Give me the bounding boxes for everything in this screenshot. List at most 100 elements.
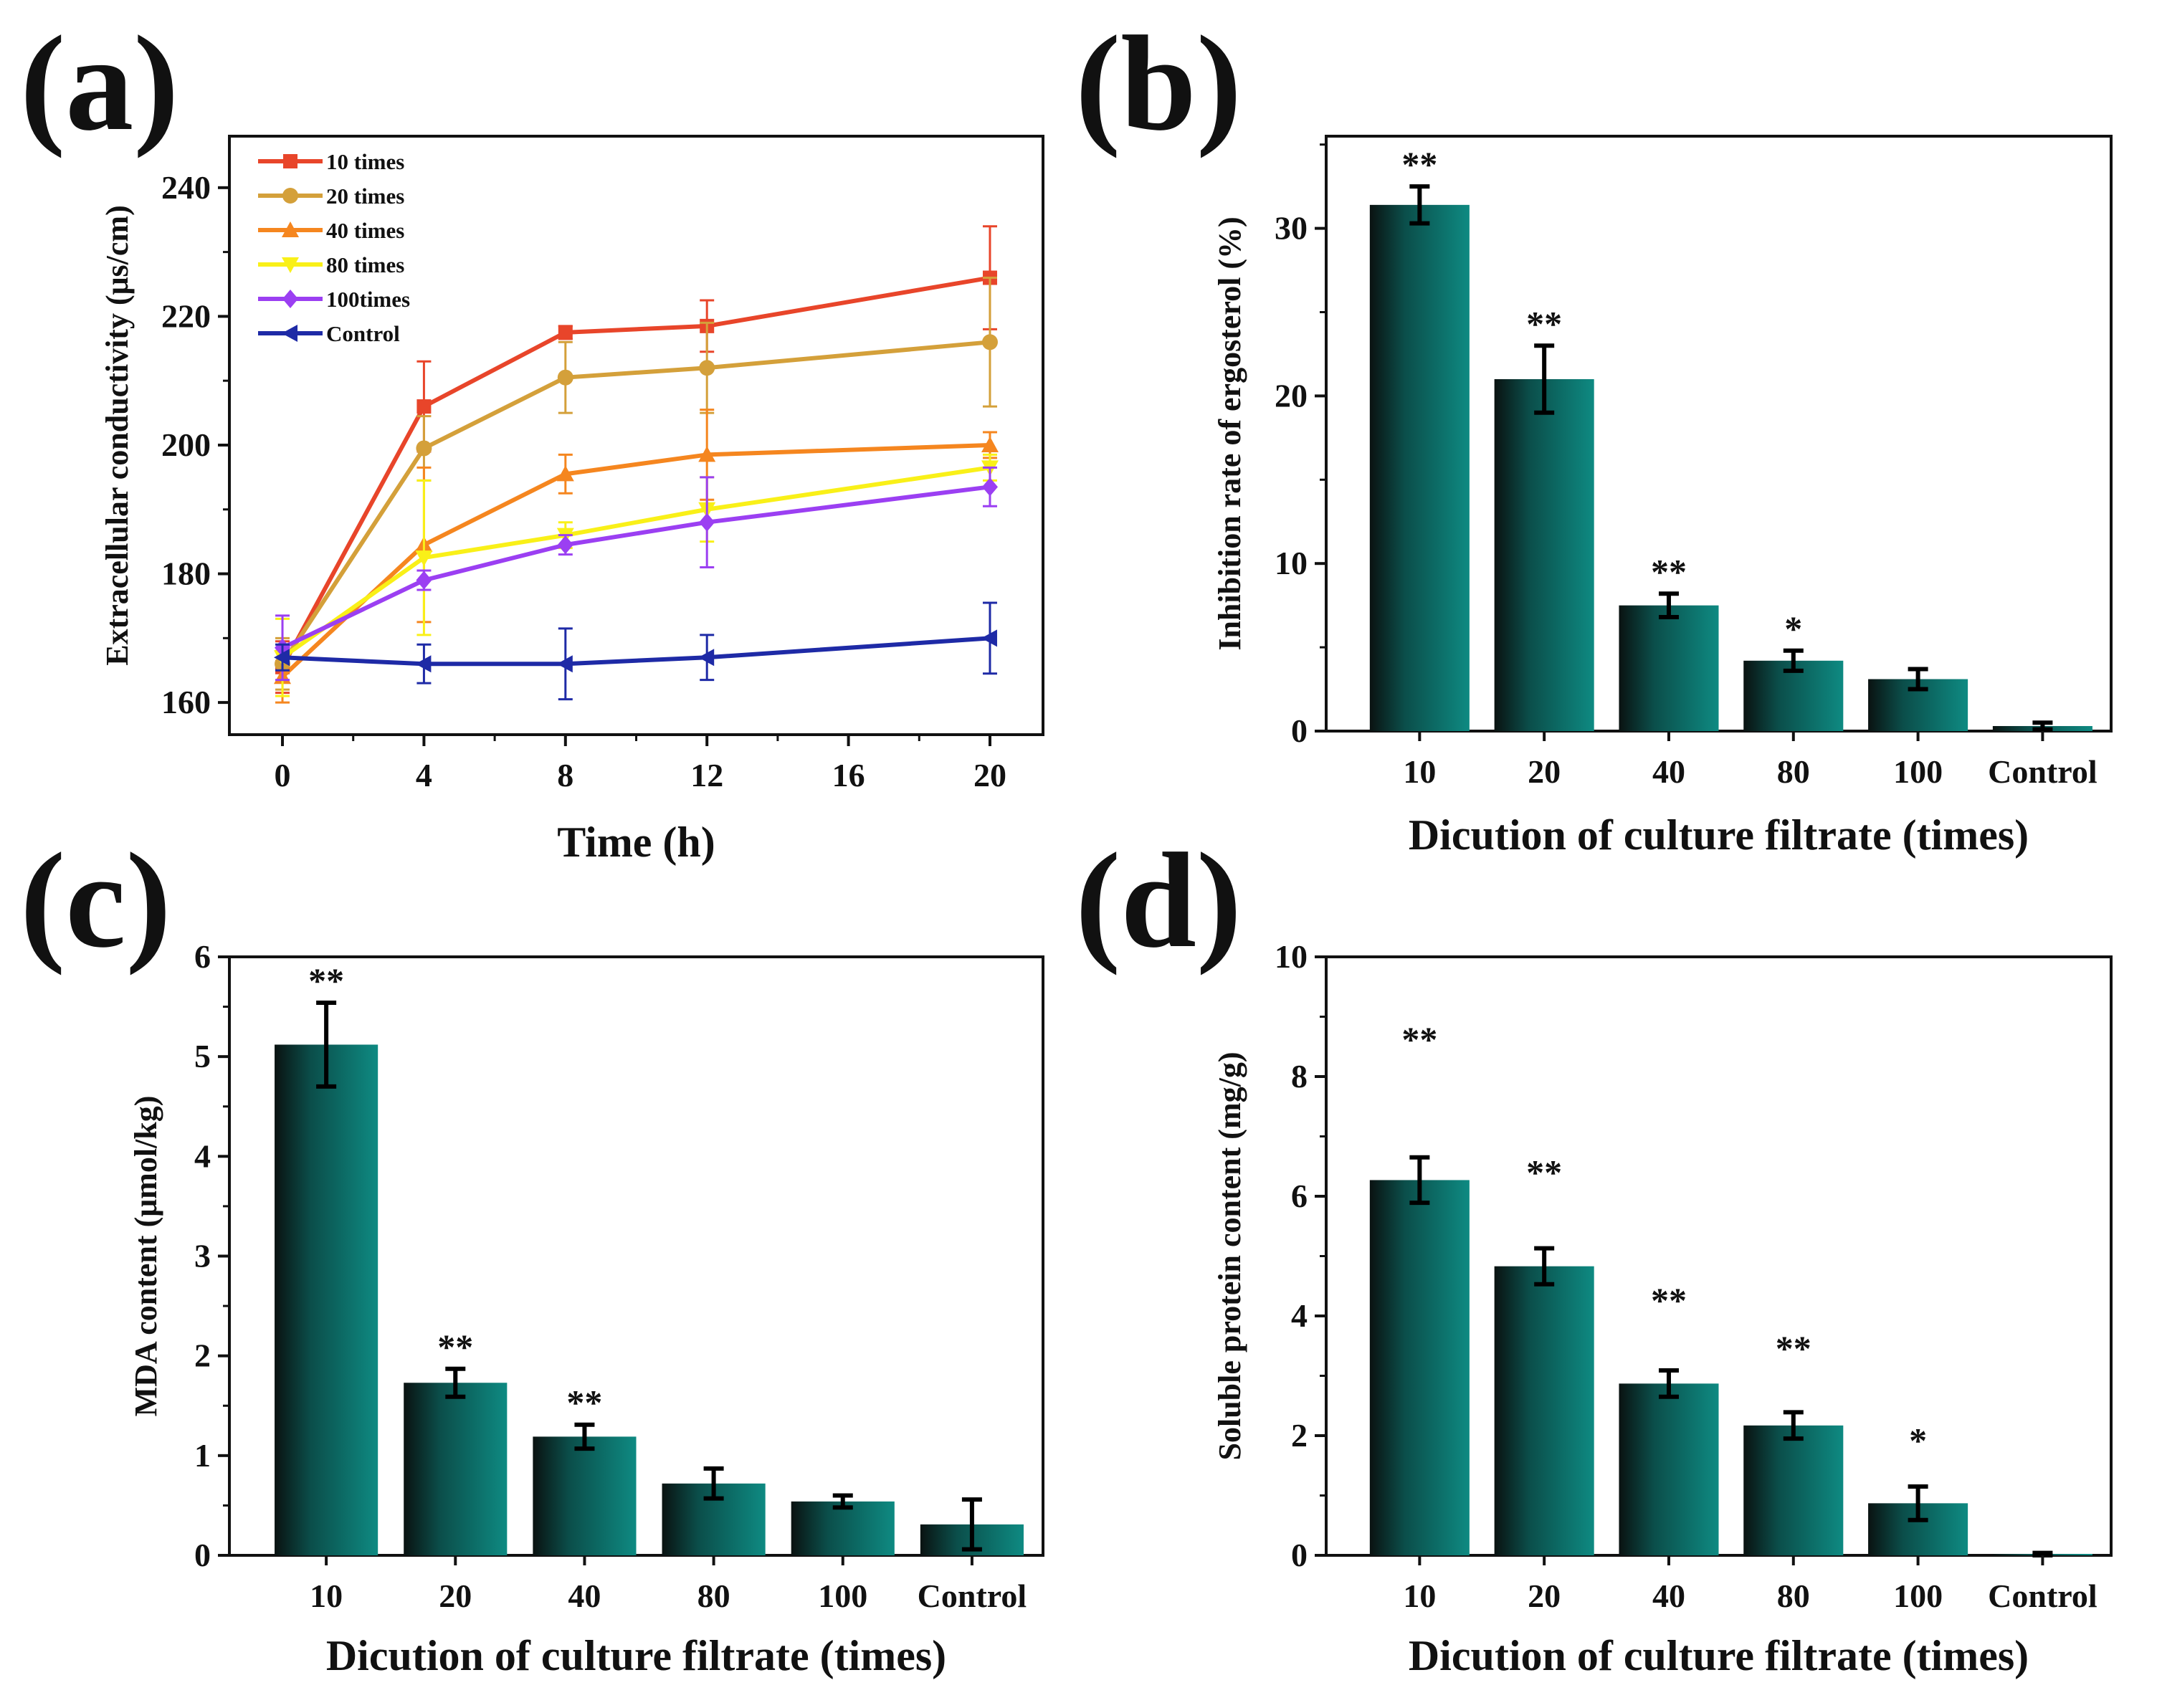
significance-label: ** — [1651, 551, 1687, 591]
bar-10 — [275, 1044, 378, 1555]
bar-40 — [1619, 605, 1719, 731]
y-tick-label: 220 — [161, 297, 211, 334]
x-tick-label: 16 — [832, 757, 865, 793]
marker-triangle-down — [282, 257, 299, 273]
marker-triangle-left — [282, 325, 297, 342]
y-tick-label: 240 — [161, 169, 211, 206]
marker-diamond — [981, 477, 998, 497]
marker-diamond — [416, 571, 432, 590]
x-tick-label: 40 — [568, 1578, 601, 1614]
x-tick-label: 100 — [1893, 753, 1943, 790]
bar-20 — [1494, 379, 1594, 731]
x-tick-label: 20 — [1528, 753, 1561, 790]
panel-c-y-axis-label: MDA content (μmol/kg) — [128, 1096, 163, 1417]
y-tick-label: 8 — [1291, 1058, 1308, 1094]
x-tick-label: 80 — [1777, 1578, 1810, 1614]
panel-c-label: (c) — [20, 826, 171, 976]
y-tick-label: 2 — [194, 1337, 211, 1374]
panel-a-y-axis-label: Extracellular conductivity (μs/cm) — [100, 205, 135, 665]
y-tick-label: 160 — [161, 684, 211, 720]
panel-a-x-axis-label: Time (h) — [557, 819, 715, 866]
legend-label: 40 times — [326, 218, 404, 243]
panel-a-legend: 10 times 20 times 40 times 80 times 100times… — [258, 149, 410, 346]
x-tick-label: 10 — [1403, 753, 1436, 790]
x-tick-label: 20 — [1528, 1578, 1561, 1614]
legend-label: 10 times — [326, 149, 404, 174]
y-tick-label: 4 — [1291, 1297, 1308, 1334]
y-tick-label: 180 — [161, 555, 211, 592]
marker-triangle-up — [556, 465, 574, 482]
x-tick-label: 8 — [557, 757, 573, 793]
marker-triangle-left — [415, 655, 432, 673]
series-100times — [275, 466, 998, 682]
panel-b-y-axis-label: Inhibition rate of ergosterol (%) — [1212, 216, 1247, 650]
marker-triangle-up — [981, 436, 999, 452]
y-tick-label: 5 — [194, 1038, 211, 1074]
x-tick-label: 10 — [1403, 1578, 1436, 1614]
y-tick-label: 10 — [1275, 545, 1308, 581]
significance-label: ** — [437, 1327, 473, 1367]
bar-20 — [404, 1383, 508, 1555]
x-tick-label: 100 — [1893, 1578, 1943, 1614]
y-tick-label: 3 — [194, 1238, 211, 1274]
panel-d-x-axis-label: Dicution of culture filtrate (times) — [1409, 1632, 2029, 1679]
marker-diamond — [699, 512, 715, 532]
y-tick-label: 0 — [194, 1537, 211, 1573]
series-line — [281, 465, 991, 659]
x-tick-label: 0 — [275, 757, 291, 793]
y-tick-label: 4 — [194, 1137, 211, 1174]
y-tick-label: 2 — [1291, 1417, 1308, 1454]
x-tick-label: 20 — [973, 757, 1006, 793]
bar-40 — [533, 1436, 637, 1555]
bar-20 — [1494, 1266, 1594, 1555]
panel-a-label: (a) — [20, 9, 179, 159]
x-tick-label: 4 — [416, 757, 432, 793]
y-tick-label: 200 — [161, 426, 211, 463]
significance-label: * — [1784, 609, 1802, 649]
y-tick-label: 6 — [1291, 1178, 1308, 1214]
marker-circle — [416, 440, 432, 457]
marker-diamond — [282, 290, 298, 308]
x-tick-label: 80 — [1777, 753, 1810, 790]
y-tick-label: 30 — [1275, 210, 1308, 247]
x-tick-label: 40 — [1652, 1578, 1685, 1614]
legend-label: Control — [326, 321, 400, 346]
y-tick-label: 0 — [1291, 1537, 1308, 1573]
bar-10 — [1369, 1180, 1470, 1555]
significance-label: ** — [1526, 1152, 1562, 1192]
panel-c-bar-chart: 0 1 2 3 4 5 6 Dicution of culture filtrate (tim… — [128, 938, 1044, 1679]
y-tick-label: 0 — [1291, 712, 1308, 749]
marker-circle — [981, 334, 998, 350]
significance-label: ** — [1401, 1019, 1437, 1059]
panel-b-bar-chart: 0 10 20 30 Dicution of culture filtrate (tim… — [1212, 135, 2113, 859]
panel-b-x-axis-label: Dicution of culture filtrate (times) — [1409, 811, 2029, 859]
x-tick-label: 20 — [439, 1578, 472, 1614]
marker-triangle-left — [981, 629, 997, 647]
significance-label: ** — [1651, 1280, 1687, 1320]
bar-10 — [1369, 204, 1470, 732]
panel-d-y-axis-label: Soluble protein content (mg/g) — [1212, 1052, 1247, 1461]
y-tick-label: 1 — [194, 1437, 211, 1474]
legend-label: 20 times — [326, 183, 404, 209]
panel-d-label: (d) — [1075, 826, 1242, 976]
significance-label: ** — [1776, 1328, 1811, 1368]
x-tick-label: Control — [1988, 1578, 2098, 1614]
marker-triangle-up — [698, 446, 716, 462]
series-20-times — [275, 277, 998, 691]
marker-triangle-left — [274, 649, 290, 667]
marker-triangle-left — [556, 655, 573, 673]
x-tick-label: 12 — [690, 757, 723, 793]
significance-label: ** — [566, 1383, 602, 1423]
x-tick-label: 80 — [697, 1578, 730, 1614]
marker-square — [416, 399, 432, 414]
series-control — [274, 601, 997, 701]
x-tick-label: 100 — [818, 1578, 867, 1614]
bar-100 — [791, 1501, 895, 1555]
marker-triangle-up — [282, 221, 299, 237]
marker-circle — [699, 360, 715, 376]
marker-triangle-left — [698, 649, 715, 667]
y-tick-label: 10 — [1275, 938, 1308, 975]
legend-label: 80 times — [326, 252, 404, 277]
